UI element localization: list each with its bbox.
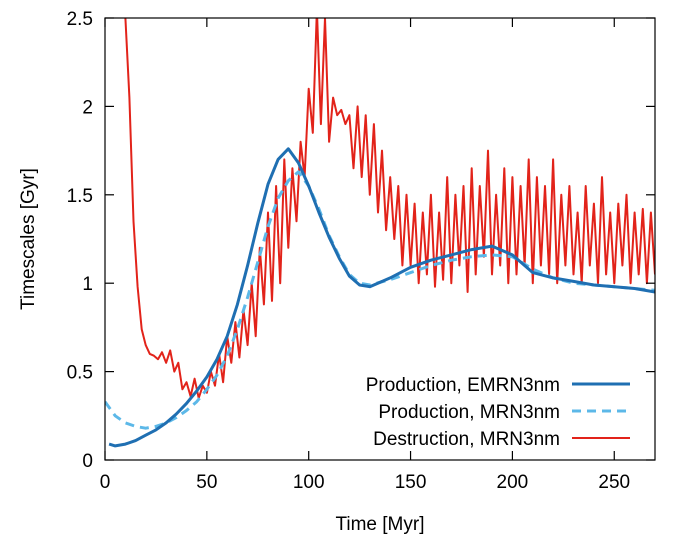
x-tick-label: 200: [497, 472, 529, 493]
y-tick-label: 1.5: [67, 186, 93, 207]
series-line-1: [108, 147, 655, 448]
y-tick-label: 1: [82, 274, 93, 295]
legend-label: Production, EMRN3nm: [366, 375, 560, 396]
y-tick-label: 2: [82, 97, 93, 118]
x-tick-label: 150: [395, 472, 427, 493]
plot-frame: [104, 17, 656, 461]
legend: Production, EMRN3nm Production, MRN3nm Des…: [366, 375, 630, 450]
ticks-layer: 0 50 100 150 200 250 0 0.5 1 1.5 2 2.5: [67, 9, 655, 493]
y-tick-label: 2.5: [67, 9, 93, 30]
x-tick-label: 250: [598, 472, 630, 493]
legend-label: Production, MRN3nm: [378, 402, 560, 423]
x-tick-label: 50: [196, 472, 217, 493]
x-axis-label: Time [Myr]: [335, 514, 424, 535]
y-tick-label: 0: [82, 451, 93, 472]
x-tick-label: 0: [100, 472, 111, 493]
x-tick-label: 100: [293, 472, 325, 493]
legend-label: Destruction, MRN3nm: [373, 429, 560, 450]
y-tick-label: 0.5: [67, 363, 93, 384]
series-layer: [105, 18, 655, 448]
series-line-3: [124, 18, 655, 400]
y-axis-label: Timescales [Gyr]: [18, 168, 39, 310]
